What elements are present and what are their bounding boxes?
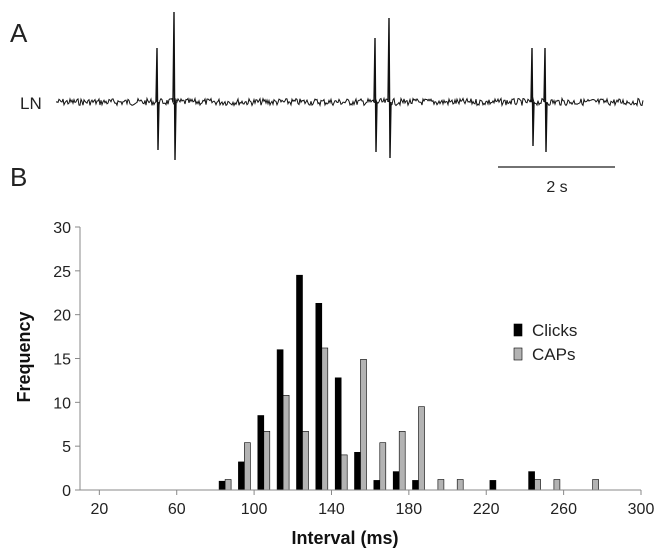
bar-caps [321, 347, 329, 491]
bar-caps [224, 479, 232, 491]
x-tick-label: 100 [241, 501, 268, 518]
legend-swatch-clicks [513, 323, 523, 337]
legend-label-caps: CAPs [532, 345, 575, 364]
bar-caps [340, 454, 348, 491]
y-tick-label: 15 [53, 352, 71, 369]
panel-a-letter: A [10, 18, 28, 48]
bar-clicks [315, 302, 323, 491]
bar-caps [418, 406, 425, 491]
bar-clicks [354, 451, 361, 491]
bar-clicks [238, 461, 245, 491]
legend-label-clicks: Clicks [532, 321, 577, 340]
y-axis-ticks: 0 5 10 15 20 25 30 [53, 220, 80, 500]
bar-caps [437, 479, 445, 491]
bar-caps [244, 442, 251, 491]
bar-caps [456, 479, 464, 491]
bar-clicks [334, 377, 342, 491]
trace-spike [172, 11, 177, 161]
y-tick-label: 20 [53, 308, 71, 325]
x-axis-title: Interval (ms) [291, 528, 398, 548]
bar-caps [592, 479, 599, 491]
bar-caps [379, 442, 387, 491]
bar-clicks [276, 349, 284, 491]
trace-spike [155, 47, 160, 151]
y-tick-label: 0 [62, 483, 71, 500]
x-tick-label: 60 [168, 501, 186, 518]
y-tick-label: 10 [53, 395, 71, 412]
y-tick-label: 5 [62, 439, 71, 456]
legend: Clicks CAPs [513, 321, 577, 364]
y-tick-label: 25 [53, 264, 71, 281]
bar-clicks [528, 471, 535, 491]
bar-clicks [218, 480, 226, 491]
y-tick-label: 30 [53, 220, 71, 237]
x-tick-label: 180 [396, 501, 423, 518]
x-tick-label: 140 [318, 501, 345, 518]
bar-caps [398, 430, 406, 491]
x-tick-label: 20 [90, 501, 108, 518]
trace-spike [373, 37, 378, 153]
bar-clicks [296, 274, 303, 491]
histogram: 0 5 10 15 20 25 30 20 60 100 140 180 220 260 300 Inte… [14, 220, 654, 548]
y-axis-title: Frequency [14, 311, 34, 402]
nerve-recording-trace [55, 11, 644, 161]
trace-spike [543, 47, 548, 153]
x-tick-label: 260 [550, 501, 577, 518]
scale-bar-label: 2 s [546, 179, 567, 196]
bar-clicks [392, 471, 400, 491]
bar-clicks [257, 415, 265, 491]
trace-spike [387, 17, 392, 159]
bar-caps [263, 430, 271, 491]
trace-baseline [55, 96, 644, 108]
legend-swatch-caps [513, 347, 523, 361]
bar-caps [360, 359, 367, 491]
panel-b-letter: B [10, 162, 27, 192]
x-tick-label: 220 [473, 501, 500, 518]
bar-clicks [489, 480, 497, 491]
bar-clicks [373, 480, 381, 491]
bar-caps [534, 479, 541, 491]
trace-spike [530, 47, 535, 147]
histogram-bars [218, 274, 599, 491]
bar-caps [282, 394, 290, 491]
x-tick-label: 300 [628, 501, 654, 518]
bar-caps [302, 430, 309, 491]
bar-clicks [412, 480, 419, 491]
x-axis-ticks: 20 60 100 140 180 220 260 300 [90, 490, 654, 518]
bar-caps [553, 479, 561, 491]
trace-label: LN [20, 94, 42, 113]
